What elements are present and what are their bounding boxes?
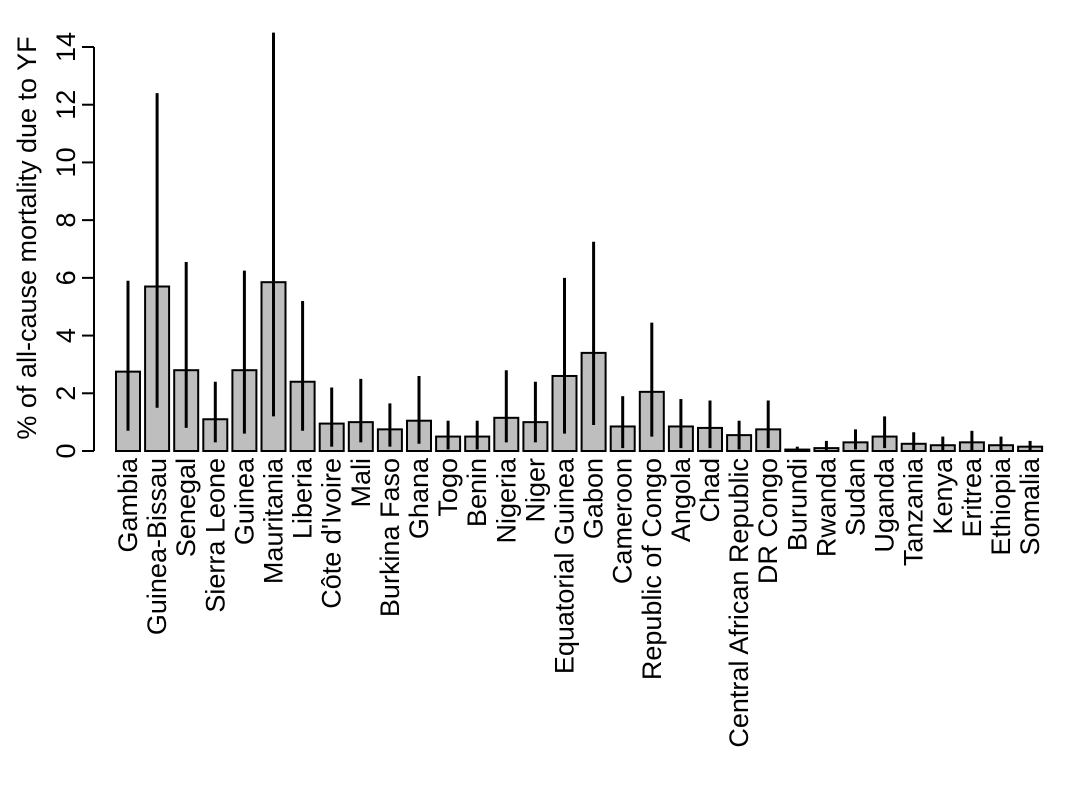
y-tick-label: 10	[51, 147, 81, 177]
x-tick-label: Somalia	[1015, 457, 1045, 556]
x-tick-label: Angola	[666, 457, 696, 542]
x-axis-labels: Gambia Guinea-Bissau Senegal Sierra Leone Gu…	[113, 457, 1045, 748]
x-tick-label: Liberia	[288, 457, 318, 539]
x-tick-label: Niger	[520, 458, 550, 523]
x-tick-label: Rwanda	[811, 457, 841, 557]
x-tick-label: Benin	[462, 458, 492, 527]
x-tick-label: Côte d'Ivoire	[317, 458, 347, 609]
x-tick-label: Gambia	[113, 457, 143, 553]
x-tick-label: Uganda	[870, 457, 900, 553]
x-tick-label: Sierra Leone	[200, 458, 230, 613]
y-axis-label: % of all-cause mortality due to YF	[12, 36, 42, 439]
x-tick-label: Ethiopia	[986, 457, 1016, 556]
y-tick-label: 4	[51, 328, 81, 343]
y-tick-label: 2	[51, 386, 81, 401]
x-tick-label: Republic of Congo	[637, 458, 667, 680]
x-tick-label: DR Congo	[753, 458, 783, 584]
x-tick-label: Tanzania	[899, 457, 929, 566]
x-tick-label: Togo	[433, 458, 463, 517]
error-bars	[126, 32, 1032, 451]
x-tick-label: Mauritania	[259, 457, 289, 584]
y-tick-label: 14	[51, 32, 81, 62]
y-tick-label: 6	[51, 270, 81, 285]
x-tick-label: Sudan	[841, 458, 871, 536]
x-tick-label: Guinea-Bissau	[142, 458, 172, 635]
y-tick-label: 0	[51, 443, 81, 458]
x-tick-label: Chad	[695, 458, 725, 523]
x-tick-label: Nigeria	[491, 457, 521, 544]
x-tick-label: Eritrea	[957, 457, 987, 538]
y-tick-label: 12	[51, 90, 81, 120]
x-tick-label: Burkina Faso	[375, 458, 405, 617]
x-tick-label: Gabon	[579, 458, 609, 539]
y-axis: 0 2 4 6 8 10 12 14	[51, 32, 95, 459]
x-tick-label: Mali	[346, 458, 376, 508]
y-tick-label: 8	[51, 213, 81, 228]
x-tick-label: Central African Republic	[724, 458, 754, 748]
x-tick-label: Kenya	[928, 457, 958, 535]
x-tick-label: Guinea	[229, 457, 259, 545]
x-tick-label: Senegal	[171, 458, 201, 557]
x-tick-label: Burundi	[782, 458, 812, 551]
x-tick-label: Cameroon	[608, 458, 638, 584]
bars	[115, 281, 1044, 453]
x-tick-label: Equatorial Guinea	[550, 457, 580, 674]
x-tick-label: Ghana	[404, 457, 434, 539]
